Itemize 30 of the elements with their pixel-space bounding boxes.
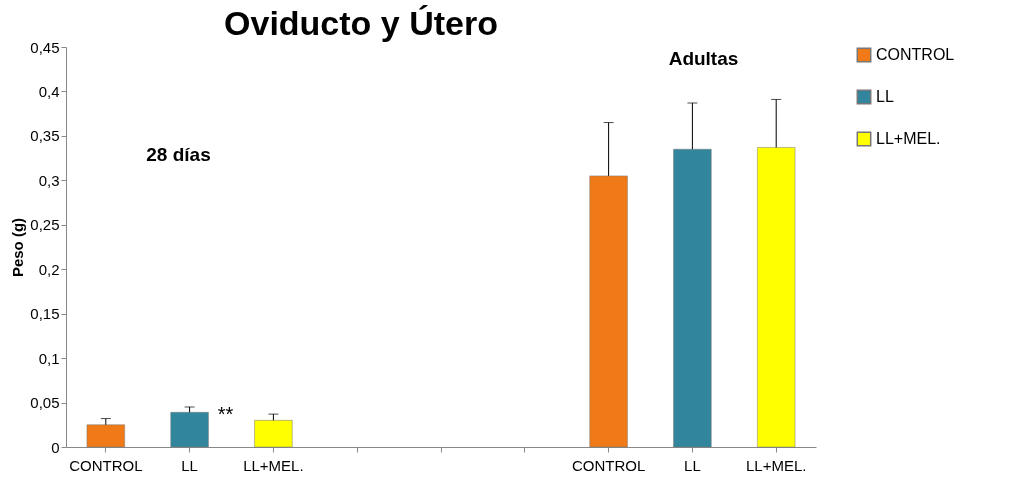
annotation: Adultas [668,48,739,69]
x-tick-label: LL [181,456,198,474]
y-axis-title: Peso (g) [9,217,27,278]
legend-label: CONTROL [876,46,955,63]
bar [673,148,712,448]
y-tick-label: 0,25 [30,216,60,234]
x-tick-label: LL [684,456,701,474]
y-tick-label: 0,2 [38,260,60,278]
bar [589,175,628,448]
bar [254,420,293,448]
annotation: ** [217,403,234,425]
y-tick-label: 0,1 [38,349,60,367]
bar [757,147,796,448]
y-tick-label: 0,3 [38,171,60,189]
chart-title: Oviducto y Útero [224,4,498,42]
x-tick-label: CONTROL [69,456,143,474]
y-tick-label: 0,35 [30,127,60,145]
bar [170,412,209,448]
x-tick-label: LL+MEL. [745,456,807,474]
legend-label: LL [876,88,894,105]
x-tick-label: CONTROL [571,456,646,474]
y-tick-label: 0,15 [30,305,60,323]
bar [86,424,125,448]
x-tick-label: LL+MEL. [243,456,304,474]
y-tick-label: 0,05 [30,394,60,412]
annotation: 28 días [146,144,211,165]
y-tick-label: 0,4 [38,82,60,100]
y-tick-label: 0 [51,438,60,456]
y-tick-label: 0,45 [30,38,60,56]
legend-label: LL+MEL. [876,130,941,147]
